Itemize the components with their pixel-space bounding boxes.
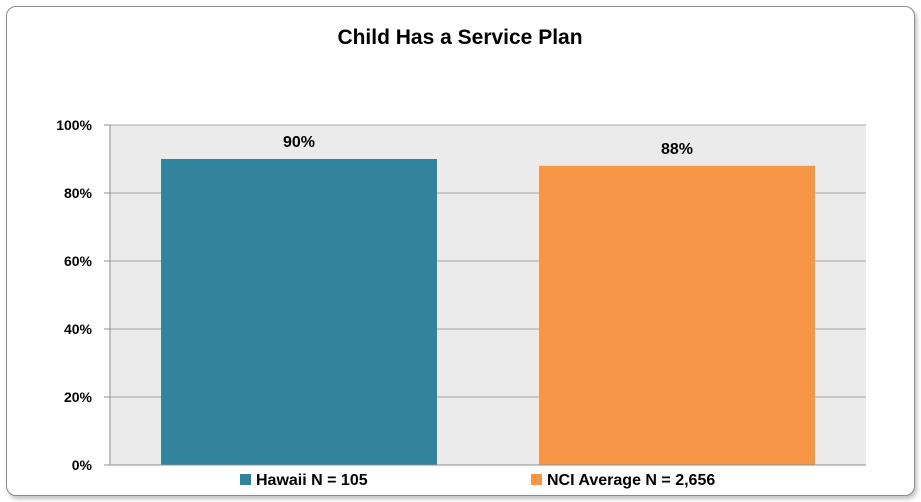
legend-swatch xyxy=(531,474,542,485)
chart-title: Child Has a Service Plan xyxy=(337,26,582,49)
y-axis-ticks: 0% 20% 40% 60% 80% 100% xyxy=(56,117,110,473)
legend-label: Hawaii N = 105 xyxy=(256,472,368,489)
y-tick-label: 100% xyxy=(56,117,92,133)
bar xyxy=(161,159,437,465)
bars xyxy=(161,159,815,466)
y-tick-label: 40% xyxy=(64,321,93,337)
y-tick-label: 60% xyxy=(64,253,93,269)
data-labels: 90% 88% xyxy=(283,134,693,158)
legend-label: NCI Average N = 2,656 xyxy=(547,472,715,489)
y-tick-label: 0% xyxy=(72,457,93,473)
data-label: 88% xyxy=(661,141,693,158)
bar xyxy=(539,165,815,466)
y-tick-label: 20% xyxy=(64,389,93,405)
y-tick-label: 80% xyxy=(64,185,93,201)
data-label: 90% xyxy=(283,134,315,151)
legend-swatch xyxy=(240,474,251,485)
legend: Hawaii N = 105 NCI Average N = 2,656 xyxy=(240,472,715,489)
